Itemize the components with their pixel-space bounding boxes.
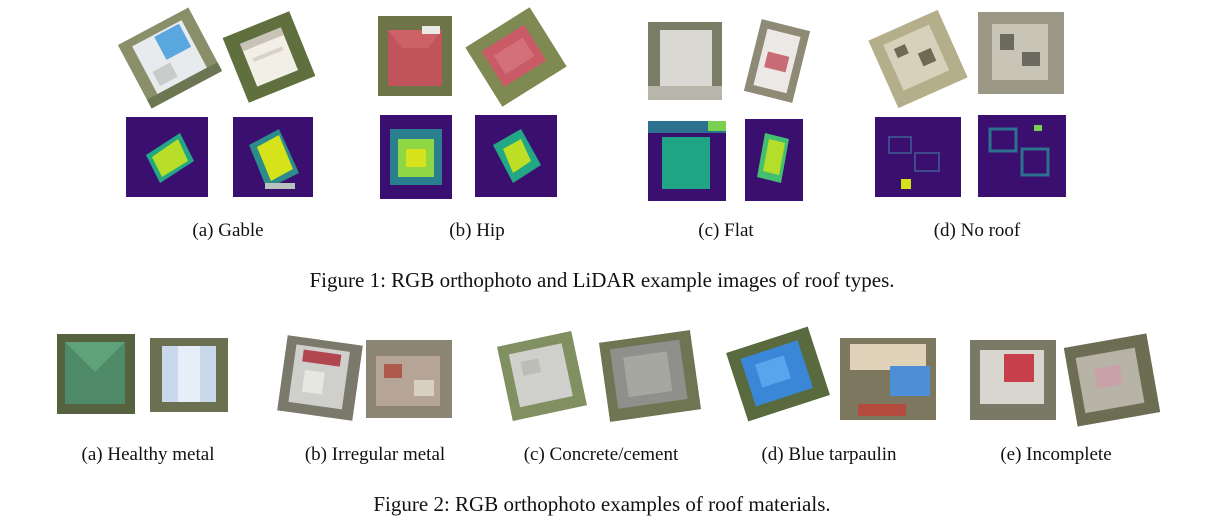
panel-caption-flat: (c) Flat	[698, 220, 754, 241]
gable-rgb-image-1	[117, 7, 223, 109]
incomplete-image-1	[970, 340, 1056, 420]
hip-lidar-image-1	[380, 115, 452, 199]
figure-2-caption: Figure 2: RGB orthophoto examples of roo…	[373, 492, 831, 516]
incomplete-image-2	[1063, 333, 1161, 427]
panel-caption-no-roof: (d) No roof	[933, 220, 1021, 241]
panel-caption-blue-tarpaulin: (d) Blue tarpaulin	[761, 444, 897, 465]
no-roof-rgb-image-2	[978, 12, 1064, 94]
flat-lidar-image-1	[648, 121, 726, 201]
gable-rgb-image-2	[222, 11, 316, 103]
no-roof-lidar-image-1	[875, 117, 961, 197]
concrete-cement-image-2	[598, 329, 702, 423]
gable-lidar-image-1	[126, 117, 208, 197]
hip-rgb-image-2	[465, 7, 567, 107]
panel-caption-gable: (a) Gable	[192, 220, 264, 241]
irregular-metal-image-2	[366, 340, 452, 418]
no-roof-lidar-image-2	[978, 115, 1066, 197]
blue-tarpaulin-image-2	[840, 338, 936, 420]
flat-rgb-image-1	[648, 22, 722, 100]
hip-rgb-image-1	[378, 16, 452, 96]
irregular-metal-image-1	[277, 335, 363, 421]
hip-lidar-image-2	[475, 115, 557, 197]
flat-lidar-image-2	[745, 119, 803, 201]
panel-caption-hip: (b) Hip	[449, 220, 505, 241]
no-roof-rgb-image-1	[868, 9, 968, 109]
flat-rgb-image-2	[743, 19, 811, 103]
panel-caption-incomplete: (e) Incomplete	[1000, 444, 1112, 465]
panel-caption-concrete-cement: (c) Concrete/cement	[523, 444, 679, 465]
gable-lidar-image-2	[233, 117, 313, 197]
healthy-metal-image-1	[57, 334, 135, 414]
healthy-metal-image-2	[150, 338, 228, 412]
panel-caption-healthy-metal: (a) Healthy metal	[81, 444, 215, 465]
blue-tarpaulin-image-1	[725, 326, 831, 422]
concrete-cement-image-1	[496, 330, 588, 422]
figure-1-caption: Figure 1: RGB orthophoto and LiDAR examp…	[309, 268, 895, 292]
panel-caption-irregular-metal: (b) Irregular metal	[304, 444, 446, 465]
